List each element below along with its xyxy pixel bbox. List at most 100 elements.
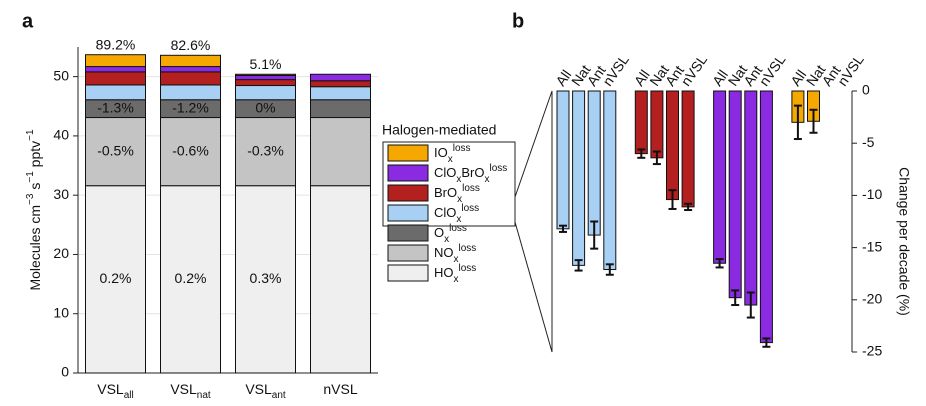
bar-segment	[310, 185, 371, 374]
text-part: loss	[490, 163, 508, 174]
error-bar	[746, 291, 755, 319]
bar	[744, 90, 758, 306]
error-bar	[590, 220, 599, 250]
segment-label: -0.6%	[172, 142, 209, 158]
bar-segment	[160, 54, 221, 68]
bar-segment	[85, 54, 146, 68]
y-tick-label: -25	[862, 343, 882, 359]
x-tick-label: All	[552, 67, 574, 89]
bar	[587, 90, 601, 236]
text-part: x	[444, 234, 449, 245]
legend-label: NOxloss	[434, 243, 476, 265]
bar	[713, 90, 727, 264]
segment-label: 0%	[255, 99, 275, 115]
segment-label: 0.2%	[100, 270, 132, 286]
y-tick-label: 0	[862, 82, 870, 98]
text-part: x	[454, 274, 459, 285]
segment-label: -0.5%	[97, 142, 134, 158]
text-part: nat	[197, 390, 211, 401]
bar-segment	[235, 117, 296, 187]
y-tick-label: -15	[862, 238, 882, 254]
error-bar	[637, 148, 646, 159]
legend-label: IOxloss	[434, 143, 471, 165]
error-bar	[559, 224, 567, 233]
zoom-connector	[514, 90, 553, 353]
y-tick-label: 0	[61, 364, 69, 380]
bar-segment	[85, 84, 146, 101]
text-part: loss	[449, 223, 467, 234]
text-part: all	[124, 390, 134, 401]
x-tick-label: All	[709, 67, 731, 89]
total-label: 89.2%	[96, 36, 136, 52]
x-tick-label: All	[631, 67, 653, 89]
error-bar	[762, 337, 771, 348]
bar-segment	[235, 85, 296, 101]
error-bar	[652, 150, 661, 166]
x-tick-label: VSLall	[97, 381, 133, 401]
legend-swatch	[387, 144, 429, 162]
error-bar	[715, 258, 724, 269]
bar	[666, 90, 679, 201]
text-part: nVSL	[323, 381, 357, 397]
legend-swatch	[387, 264, 429, 282]
text-part: VSL	[97, 381, 124, 397]
text-part: −1	[25, 171, 36, 183]
error-bar	[809, 108, 818, 134]
bar-segment	[160, 66, 221, 73]
text-part: loss	[462, 183, 480, 194]
x-tick-label: VSLant	[245, 381, 286, 401]
bar-segment	[160, 84, 221, 101]
bar-segment	[235, 185, 296, 374]
error-bar	[731, 289, 740, 307]
y-tick-label: 40	[53, 127, 69, 143]
text-part: VSL	[170, 381, 197, 397]
text-part: −3	[25, 193, 36, 205]
bar	[728, 90, 742, 299]
text-part: BrO	[434, 185, 457, 200]
segment-label: -1.3%	[97, 99, 134, 115]
y-tick-label: -5	[862, 134, 875, 150]
bar-segment	[85, 117, 146, 187]
bar	[650, 90, 664, 159]
segment-label: 0.3%	[250, 270, 282, 286]
x-tick-label: VSLnat	[170, 381, 211, 401]
total-label: 5.1%	[250, 56, 282, 72]
bar-segment	[85, 66, 146, 73]
text-part: x	[448, 154, 453, 165]
text-part: ant	[272, 390, 286, 401]
text-part: −1	[25, 129, 36, 141]
bar-segment	[160, 117, 221, 187]
bar-segment	[235, 73, 296, 76]
zoom-lines	[514, 90, 553, 353]
bar-segment	[160, 185, 221, 374]
text-part: BrO	[461, 165, 484, 180]
bar	[603, 90, 617, 271]
text-part: ClO	[434, 205, 456, 220]
segment-label: 0.2%	[175, 270, 207, 286]
legend-label: Oxloss	[434, 223, 467, 245]
y-tick-label: 30	[53, 186, 69, 202]
bar-segment	[85, 185, 146, 374]
text-part: loss	[453, 143, 471, 154]
text-part: x	[485, 174, 490, 185]
error-bar	[684, 202, 693, 212]
text-part: Molecules cm	[27, 205, 43, 291]
bar	[572, 90, 586, 266]
error-bar	[668, 189, 677, 210]
text-part: loss	[459, 243, 477, 254]
y-axis-label: Change per decade (%)	[896, 167, 912, 316]
text-part: s	[27, 183, 43, 194]
y-axis-label: Molecules cm−3 s−1 pptv−1	[25, 129, 43, 290]
text-part: loss	[459, 263, 477, 274]
bar-segment	[85, 71, 146, 86]
bar-segment	[310, 73, 371, 82]
total-label: 82.6%	[171, 37, 211, 53]
bar-segment	[310, 99, 371, 119]
x-tick-label: nVSL	[323, 381, 357, 397]
y-tick-label: 10	[53, 304, 69, 320]
text-part: loss	[461, 203, 479, 214]
panel-label: b	[512, 10, 524, 32]
text-part: x	[454, 254, 459, 265]
legend-label: ClOxloss	[434, 203, 479, 225]
